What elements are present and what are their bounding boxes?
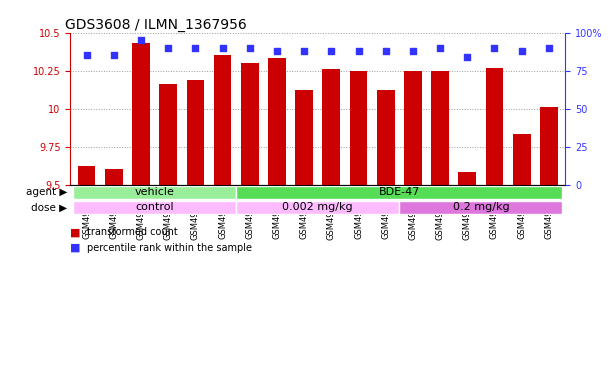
Text: agent ▶: agent ▶ <box>26 187 67 197</box>
Point <box>354 48 364 54</box>
Point <box>191 45 200 51</box>
Bar <box>400 201 563 214</box>
Point <box>82 52 92 58</box>
Bar <box>295 90 313 185</box>
Bar <box>323 69 340 185</box>
Point <box>218 45 227 51</box>
Bar <box>236 201 400 214</box>
Bar <box>73 201 236 214</box>
Point <box>326 48 336 54</box>
Bar <box>73 186 236 199</box>
Point <box>489 45 499 51</box>
Bar <box>241 63 258 185</box>
Text: ■: ■ <box>70 227 81 237</box>
Point <box>381 48 390 54</box>
Bar <box>458 172 476 185</box>
Bar <box>105 169 123 185</box>
Point <box>299 48 309 54</box>
Point <box>245 45 255 51</box>
Point <box>463 54 472 60</box>
Point <box>408 48 418 54</box>
Text: GDS3608 / ILMN_1367956: GDS3608 / ILMN_1367956 <box>65 18 247 31</box>
Text: 0.002 mg/kg: 0.002 mg/kg <box>282 202 353 212</box>
Point <box>272 48 282 54</box>
Text: BDE-47: BDE-47 <box>379 187 420 197</box>
Bar <box>431 71 449 185</box>
Point <box>544 45 554 51</box>
Bar <box>236 186 563 199</box>
Bar <box>486 68 503 185</box>
Bar <box>159 84 177 185</box>
Text: percentile rank within the sample: percentile rank within the sample <box>87 243 252 253</box>
Point <box>435 45 445 51</box>
Bar <box>132 43 150 185</box>
Bar <box>404 71 422 185</box>
Bar <box>349 71 367 185</box>
Bar <box>78 166 95 185</box>
Bar <box>513 134 530 185</box>
Bar <box>214 55 232 185</box>
Text: transformed count: transformed count <box>87 227 178 237</box>
Point <box>109 52 119 58</box>
Bar <box>540 107 558 185</box>
Text: dose ▶: dose ▶ <box>31 202 67 212</box>
Bar <box>268 58 286 185</box>
Text: 0.2 mg/kg: 0.2 mg/kg <box>453 202 509 212</box>
Point <box>163 45 173 51</box>
Point <box>136 37 146 43</box>
Text: vehicle: vehicle <box>134 187 175 197</box>
Text: ■: ■ <box>70 243 81 253</box>
Text: control: control <box>135 202 174 212</box>
Bar <box>186 80 204 185</box>
Bar <box>377 90 395 185</box>
Point <box>517 48 527 54</box>
